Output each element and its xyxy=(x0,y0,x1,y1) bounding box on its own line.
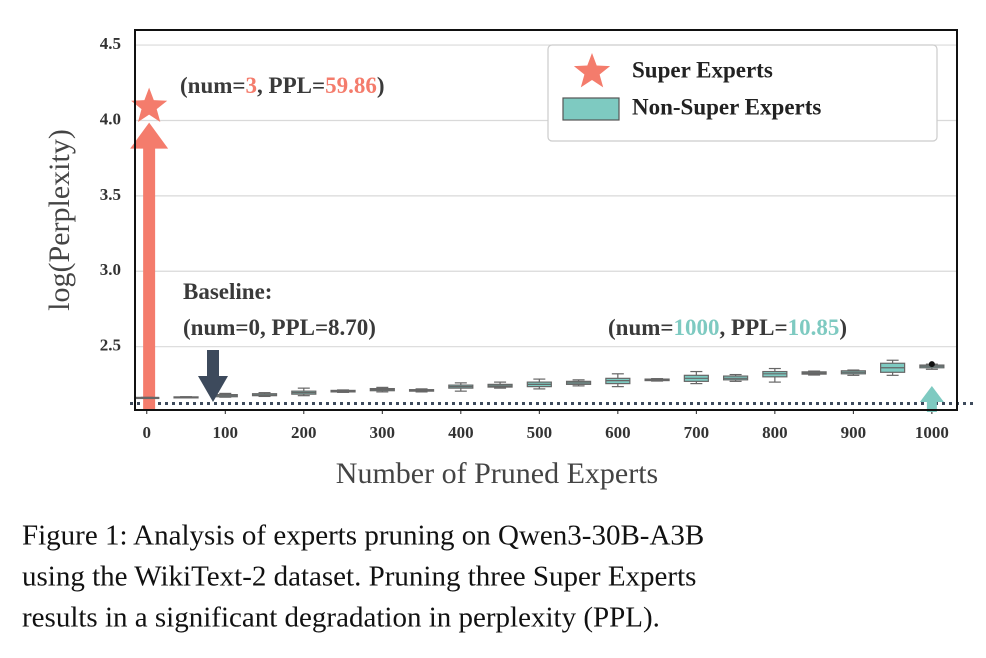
caption-line: Figure 1: Analysis of experts pruning on… xyxy=(22,520,704,552)
box xyxy=(565,379,592,387)
y-tick-label: 4.5 xyxy=(100,34,121,53)
caption-line: results in a significant degradation in … xyxy=(22,602,660,634)
annotation-part: 3 xyxy=(246,73,258,98)
plot-frame xyxy=(134,29,958,411)
box xyxy=(173,396,199,399)
y-tick-label: 2.5 xyxy=(100,336,121,355)
box xyxy=(487,381,513,389)
annotation-part: (num= xyxy=(180,73,246,98)
annotation-part: (num= xyxy=(608,315,674,340)
x-tick-label: 400 xyxy=(448,423,474,442)
box xyxy=(644,378,670,382)
x-tick-label: 200 xyxy=(291,423,317,442)
y-tick-label: 4.0 xyxy=(100,109,121,128)
arrow-shaft xyxy=(207,350,219,380)
star-marker xyxy=(131,87,168,122)
annotation-part: 59.86 xyxy=(325,73,377,98)
annotation-part: 1000 xyxy=(674,315,720,340)
box xyxy=(840,369,866,376)
box xyxy=(134,396,160,400)
box xyxy=(683,370,709,385)
x-tick-label: 900 xyxy=(841,423,867,442)
annotation-part: , PPL= xyxy=(257,73,325,98)
box xyxy=(251,392,278,398)
caption-line: using the WikiText-2 dataset. Pruning th… xyxy=(22,561,696,593)
x-tick-label: 600 xyxy=(605,423,631,442)
annotation-part: ) xyxy=(839,315,847,340)
annotation-part: 10.85 xyxy=(788,315,840,340)
annotation: (num=3, PPL=59.86) xyxy=(180,73,384,98)
annotation: (num=1000, PPL=10.85) xyxy=(608,315,847,340)
legend-label: Super Experts xyxy=(632,57,773,82)
legend-label: Non-Super Experts xyxy=(632,94,821,119)
x-axis-label: Number of Pruned Experts xyxy=(336,457,658,490)
box xyxy=(448,382,474,392)
x-tick-label: 700 xyxy=(684,423,710,442)
x-tick-label: 300 xyxy=(370,423,396,442)
legend-swatch xyxy=(573,53,611,88)
box xyxy=(880,359,906,376)
point-marker xyxy=(928,361,935,368)
annotation-part: Baseline: xyxy=(183,279,272,304)
box xyxy=(723,373,749,382)
arrow-head xyxy=(919,386,944,402)
annotation-part: ) xyxy=(377,73,385,98)
y-axis-label: log(Perplexity) xyxy=(43,129,76,311)
box xyxy=(369,386,395,393)
box xyxy=(762,367,788,383)
x-tick-label: 800 xyxy=(762,423,788,442)
annotation-part: (num=0, PPL=8.70) xyxy=(183,315,376,340)
annotation: (num=0, PPL=8.70) xyxy=(183,315,376,340)
box xyxy=(801,370,827,376)
x-tick-label: 100 xyxy=(213,423,239,442)
x-tick-label: 0 xyxy=(143,423,152,442)
box xyxy=(291,387,317,397)
arrow-head xyxy=(198,376,228,402)
arrow-head xyxy=(130,122,169,149)
x-tick-label: 1000 xyxy=(915,423,949,442)
legend-swatch xyxy=(562,97,620,121)
x-tick-label: 500 xyxy=(527,423,553,442)
y-tick-label: 3.5 xyxy=(100,185,121,204)
box xyxy=(605,373,631,388)
legend-box xyxy=(547,44,938,142)
box xyxy=(408,388,435,393)
box xyxy=(330,389,356,393)
y-tick-label: 3.0 xyxy=(100,260,121,279)
annotation: Baseline: xyxy=(183,279,272,304)
box xyxy=(526,378,552,390)
arrow-shaft xyxy=(143,144,156,410)
arrow-shaft xyxy=(926,400,937,412)
annotation-part: , PPL= xyxy=(720,315,788,340)
